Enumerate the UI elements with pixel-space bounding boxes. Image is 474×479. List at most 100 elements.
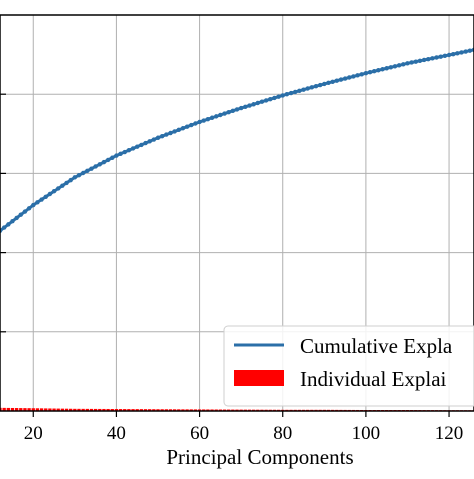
- cumulative-point: [446, 52, 452, 58]
- individual-bar: [14, 408, 19, 411]
- individual-bar: [193, 409, 198, 411]
- cumulative-point: [97, 162, 102, 167]
- individual-bar: [73, 408, 77, 411]
- individual-bar: [35, 408, 40, 411]
- cumulative-point: [247, 103, 252, 108]
- cumulative-point: [334, 78, 339, 83]
- individual-bar: [81, 408, 85, 411]
- cumulative-point: [351, 74, 356, 79]
- cumulative-point: [309, 85, 315, 90]
- cumulative-point: [201, 118, 206, 123]
- cumulative-point: [80, 170, 86, 176]
- cumulative-point: [205, 116, 211, 122]
- grid-layer: [0, 15, 474, 411]
- cumulative-point: [143, 140, 148, 146]
- individual-bar: [177, 409, 181, 411]
- individual-bar: [185, 409, 189, 411]
- cumulative-point: [442, 53, 448, 59]
- cumulative-point: [330, 79, 335, 84]
- cumulative-point: [317, 82, 323, 88]
- individual-bar: [110, 409, 114, 411]
- cumulative-point: [467, 48, 473, 53]
- cumulative-point: [376, 68, 381, 73]
- cumulative-point: [413, 59, 418, 64]
- individual-bar: [44, 408, 48, 411]
- individual-bar: [98, 408, 102, 411]
- cumulative-point: [409, 60, 414, 65]
- individual-bar: [2, 407, 6, 411]
- cumulative-point: [51, 189, 57, 194]
- cumulative-point: [342, 76, 348, 81]
- individual-bar: [181, 409, 185, 411]
- cumulative-point: [76, 172, 82, 178]
- cumulative-point: [388, 65, 394, 70]
- cumulative-point: [401, 62, 406, 67]
- individual-bar: [48, 408, 52, 411]
- cumulative-point: [276, 94, 281, 99]
- individual-bar: [10, 407, 15, 411]
- x-axis-label: Principal Components: [166, 445, 353, 469]
- cumulative-point: [168, 130, 173, 136]
- individual-bar: [210, 409, 214, 411]
- x-tick-label: 40: [107, 423, 126, 444]
- individual-bar: [156, 409, 160, 411]
- x-tick-label: 60: [190, 423, 209, 444]
- cumulative-point: [14, 215, 19, 221]
- cumulative-point: [268, 96, 273, 102]
- individual-bar: [89, 408, 94, 411]
- cumulative-point: [6, 222, 11, 227]
- x-tick-label: 20: [24, 423, 43, 444]
- cumulative-point: [60, 183, 65, 188]
- x-tick-label: 120: [435, 423, 464, 444]
- individual-bar: [6, 407, 10, 411]
- cumulative-point: [189, 122, 194, 128]
- legend: Cumulative Expla Individual Explai: [223, 325, 474, 407]
- cumulative-point: [114, 153, 119, 158]
- cumulative-point: [238, 105, 244, 111]
- cumulative-point: [159, 133, 165, 139]
- cumulative-point: [26, 206, 32, 211]
- cumulative-point: [18, 212, 23, 217]
- cumulative-point: [438, 54, 443, 59]
- cumulative-point: [367, 70, 373, 75]
- individual-bar: [77, 408, 81, 411]
- individual-bar: [39, 408, 44, 411]
- x-tick-label: 80: [273, 423, 292, 444]
- cumulative-point: [338, 77, 344, 82]
- cumulative-point: [288, 90, 294, 96]
- cumulative-point: [297, 88, 302, 93]
- individual-bar: [27, 408, 31, 411]
- cumulative-point: [226, 110, 231, 115]
- individual-bar: [135, 409, 139, 411]
- individual-bar: [31, 408, 35, 411]
- cumulative-point: [155, 135, 161, 140]
- individual-bar: [168, 409, 173, 411]
- individual-bar: [85, 408, 89, 411]
- cumulative-point: [417, 58, 423, 64]
- cumulative-point: [122, 149, 127, 155]
- cumulative-point: [280, 93, 285, 98]
- cumulative-point: [359, 72, 364, 77]
- individual-bar: [52, 408, 56, 411]
- cumulative-point: [384, 66, 389, 71]
- individual-bar: [19, 408, 23, 411]
- cumulative-point: [293, 89, 298, 95]
- cumulative-point: [31, 202, 36, 208]
- cumulative-point: [430, 56, 435, 61]
- individual-bar: [106, 408, 110, 411]
- legend-label-cumulative: Cumulative Expla: [300, 334, 453, 358]
- cumulative-point: [10, 218, 15, 224]
- x-tick-label: 100: [352, 423, 381, 444]
- cumulative-point: [372, 69, 377, 74]
- individual-bar: [152, 409, 156, 411]
- cumulative-point: [305, 86, 310, 91]
- cumulative-point: [22, 209, 28, 214]
- legend-box: [223, 325, 474, 407]
- individual-bar: [23, 408, 27, 411]
- cumulative-point: [243, 104, 248, 109]
- cumulative-point: [47, 191, 53, 197]
- individual-bar: [160, 409, 164, 411]
- cumulative-point: [93, 164, 98, 169]
- cumulative-point: [355, 73, 360, 78]
- cumulative-point: [234, 107, 240, 112]
